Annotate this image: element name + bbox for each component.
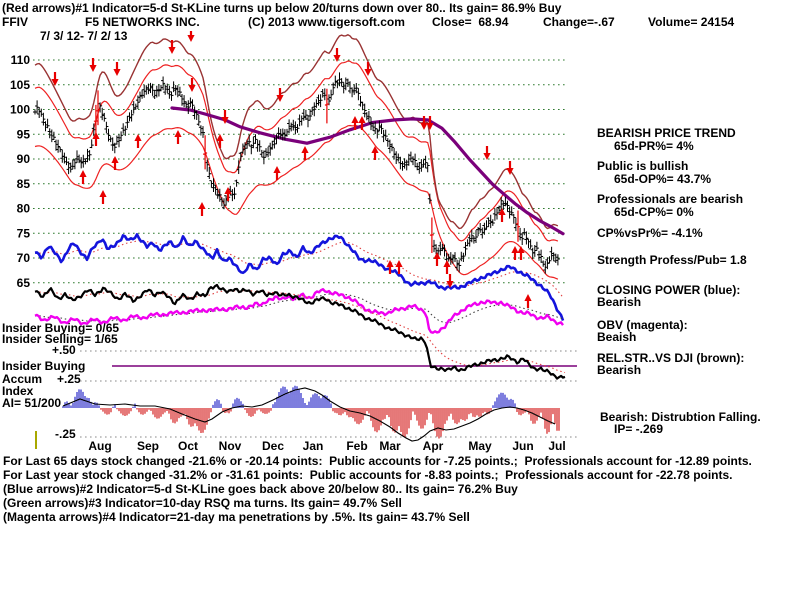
- close-value: Close= 68.94: [432, 15, 509, 29]
- indicator2-caption: (Blue arrows)#2 Indicator=5-d St-KLine g…: [3, 482, 518, 496]
- indicator1-caption: (Red arrows)#1 Indicator=5-d St-KLine tu…: [2, 1, 562, 15]
- svg-text:65: 65: [17, 276, 31, 290]
- public-sentiment: Public is bullish: [597, 159, 689, 173]
- pr-percent: 65d-PR%= 4%: [614, 139, 694, 153]
- date-range: 7/ 3/ 12- 7/ 2/ 13: [40, 29, 128, 43]
- scale-plus25-label: +.25: [57, 372, 81, 386]
- price-trend-status: BEARISH PRICE TREND: [597, 126, 736, 140]
- summary-year: For Last year stock changed -31.2% or -3…: [3, 468, 733, 482]
- obv-status: Beaish: [597, 330, 637, 344]
- relstr-status: Bearish: [597, 363, 642, 377]
- company-name: F5 NETWORKS INC.: [85, 15, 200, 29]
- closing-power-label: CLOSING POWER (blue):: [597, 283, 741, 297]
- svg-text:110: 110: [11, 53, 31, 67]
- cp-vs-pr: CP%vsPr%= -4.1%: [597, 226, 703, 240]
- summary-65day: For Last 65 days stock changed -21.6% or…: [3, 454, 752, 468]
- insider-buying-label: Insider Buying: [2, 359, 86, 373]
- svg-text:Aug: Aug: [88, 439, 111, 453]
- svg-text:90: 90: [17, 152, 31, 166]
- svg-text:105: 105: [10, 78, 30, 92]
- indicator4-caption: (Magenta arrows)#4 Indicator=21-day ma p…: [3, 510, 470, 524]
- ticker-symbol: FFIV: [2, 15, 28, 29]
- svg-text:Apr: Apr: [423, 439, 444, 453]
- svg-text:95: 95: [17, 127, 31, 141]
- ip-value: IP= -.269: [614, 422, 664, 436]
- copyright-text: (C) 2013 www.tigersoft.com: [248, 15, 405, 29]
- svg-text:70: 70: [17, 251, 31, 265]
- scale-minus25-label: -.25: [55, 427, 76, 441]
- svg-text:Dec: Dec: [262, 439, 284, 453]
- volume-value: Volume= 24154: [648, 15, 735, 29]
- cp-percent: 65d-CP%= 0%: [614, 205, 694, 219]
- scale-plus50-label: +.50: [52, 343, 76, 357]
- svg-text:Jun: Jun: [512, 439, 533, 453]
- svg-text:Jul: Jul: [548, 439, 565, 453]
- svg-text:Mar: Mar: [379, 439, 401, 453]
- svg-text:85: 85: [17, 177, 31, 191]
- strength-ratio: Strength Profess/Pub= 1.8: [597, 253, 747, 267]
- svg-text:Oct: Oct: [178, 439, 198, 453]
- svg-text:100: 100: [10, 103, 30, 117]
- indicator3-caption: (Green arrows)#3 Indicator=10-day RSQ ma…: [3, 496, 402, 510]
- svg-text:Nov: Nov: [219, 439, 242, 453]
- svg-text:80: 80: [17, 202, 31, 216]
- closing-power-status: Bearish: [597, 295, 642, 309]
- ai-value: AI= 51/200: [2, 396, 62, 410]
- relstr-label: REL.STR..VS DJI (brown):: [597, 351, 745, 365]
- insider-selling-count: Insider Selling= 1/65: [2, 332, 118, 346]
- change-value: Change=-.67: [543, 15, 615, 29]
- distribution-status: Bearish: Distrubtion Falling.: [600, 410, 761, 424]
- svg-text:Feb: Feb: [346, 439, 367, 453]
- svg-text:Jan: Jan: [303, 439, 324, 453]
- op-percent: 65d-OP%= 43.7%: [614, 172, 712, 186]
- svg-text:May: May: [468, 439, 492, 453]
- professional-sentiment: Professionals are bearish: [597, 192, 744, 206]
- index-label: Index: [2, 384, 34, 398]
- svg-text:Sep: Sep: [137, 439, 159, 453]
- svg-text:75: 75: [17, 226, 31, 240]
- accum-label: Accum: [2, 372, 43, 386]
- obv-label: OBV (magenta):: [597, 318, 688, 332]
